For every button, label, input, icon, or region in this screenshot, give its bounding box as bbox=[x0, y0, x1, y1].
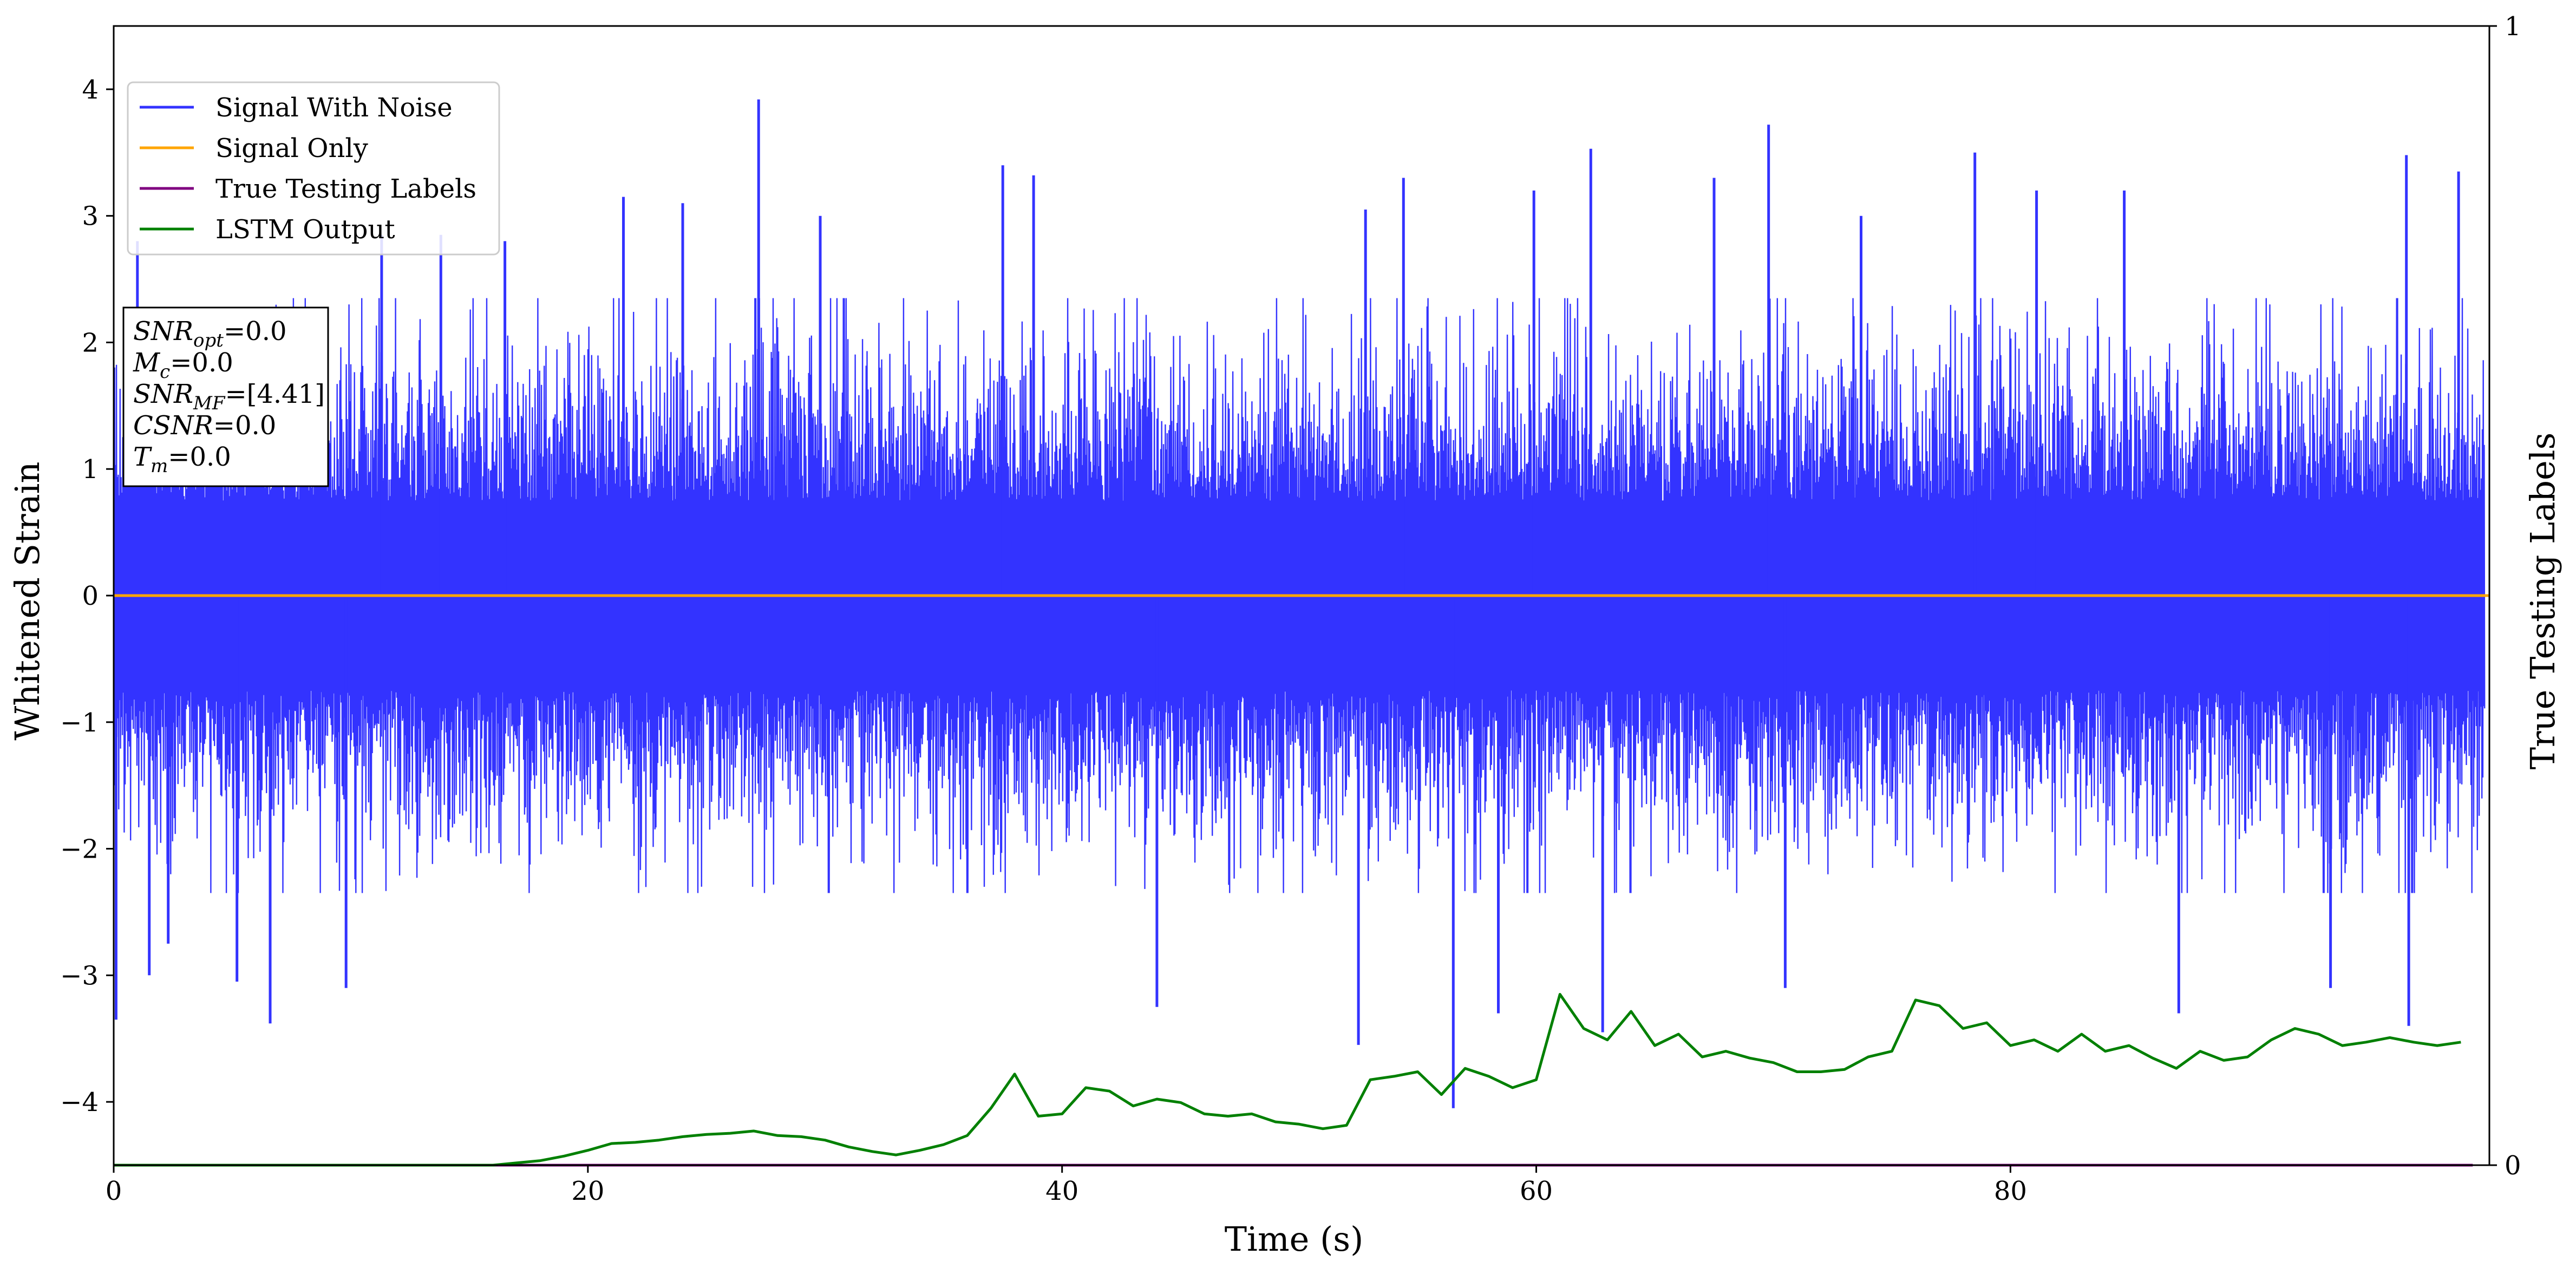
annotation-line: SNRopt=0.0 bbox=[133, 316, 287, 351]
x-tick-label: 0 bbox=[106, 1176, 122, 1206]
annotation-value: =0.0 bbox=[213, 410, 277, 441]
series-signal-with-noise bbox=[113, 99, 2486, 1108]
legend-box bbox=[127, 81, 500, 256]
x-tick-label: 40 bbox=[1045, 1176, 1078, 1206]
y-tick-label: −1 bbox=[60, 708, 99, 738]
y-axis-title: Whitened Strain bbox=[8, 462, 47, 741]
annotation-subscript: c bbox=[160, 361, 170, 383]
legend: Signal With Noise Signal Only True Testing… bbox=[127, 81, 500, 256]
x-tick-label: 60 bbox=[1520, 1176, 1553, 1206]
annotation-symbol: CSNR bbox=[133, 410, 213, 441]
y-tick-label: −4 bbox=[60, 1087, 99, 1118]
annotation-line: CSNR=0.0 bbox=[133, 410, 276, 441]
annotation-frame bbox=[122, 306, 329, 487]
annotation-symbol: SNR bbox=[133, 379, 193, 409]
y-tick-label: −2 bbox=[60, 834, 99, 865]
annotation-symbol: SNR bbox=[133, 316, 193, 347]
annotation-value: =0.0 bbox=[224, 316, 287, 347]
series-line bbox=[114, 992, 2461, 1167]
annotation-subscript: m bbox=[151, 455, 168, 477]
y-tick-label: 1 bbox=[82, 454, 99, 485]
series-layer bbox=[113, 99, 2489, 1167]
annotation-line: SNRMF=[4.41] bbox=[133, 379, 325, 414]
annotation-subscript: opt bbox=[193, 330, 224, 351]
legend-label: LSTM Output bbox=[215, 214, 395, 245]
y2-axis-title: True Testing Labels bbox=[2523, 433, 2562, 770]
x-axis-title: Time (s) bbox=[1225, 1219, 1364, 1259]
legend-label: True Testing Labels bbox=[215, 174, 476, 204]
annotation-symbol: M bbox=[133, 348, 161, 378]
x-tick-label: 20 bbox=[571, 1176, 604, 1206]
legend-label: Signal With Noise bbox=[215, 93, 453, 123]
y-tick-label: 4 bbox=[82, 75, 99, 105]
annotation-value: =[4.41] bbox=[225, 379, 325, 409]
legend-label: Signal Only bbox=[215, 133, 368, 164]
annotation-subscript: MF bbox=[193, 393, 226, 414]
annotation-line: Tm=0.0 bbox=[133, 442, 231, 477]
noise-trace bbox=[113, 298, 2486, 893]
annotation-value: =0.0 bbox=[168, 442, 231, 472]
y2-tick-label: 1 bbox=[2505, 11, 2521, 42]
annotation-box: SNRopt=0.0Mc=0.0SNRMF=[4.41]CSNR=0.0Tm=0… bbox=[122, 306, 329, 487]
annotation-line: Mc=0.0 bbox=[133, 348, 233, 383]
y-tick-label: 0 bbox=[82, 581, 99, 611]
x-tick-label: 80 bbox=[1994, 1176, 2027, 1206]
annotation-symbol: T bbox=[133, 442, 152, 472]
y-tick-label: −3 bbox=[60, 961, 99, 991]
series-lstm-output bbox=[114, 992, 2461, 1167]
y-tick-label: 2 bbox=[82, 328, 99, 358]
y-tick-label: 3 bbox=[82, 201, 99, 232]
y2-tick-label: 0 bbox=[2505, 1151, 2521, 1181]
annotation-value: =0.0 bbox=[170, 348, 233, 378]
